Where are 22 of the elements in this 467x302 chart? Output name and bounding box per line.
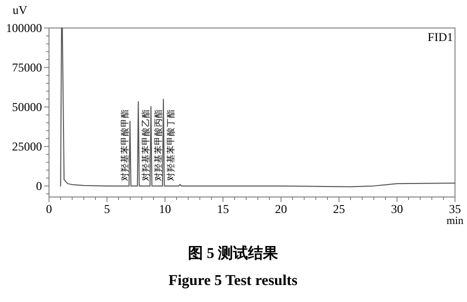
y-tick-label: 25000 [12, 139, 42, 154]
x-tick-label: 0 [46, 202, 52, 216]
y-axis-title: uV [12, 3, 28, 17]
annotation: 对羟基苯甲酸丁酯 [165, 108, 176, 181]
y-tick-label: 100000 [6, 21, 42, 35]
text: 图 5 测试结果 [188, 245, 279, 262]
x-tick-label: 10 [159, 202, 171, 216]
x-tick-label: 35 [449, 202, 461, 216]
x-tick-label: 25 [333, 202, 345, 216]
x-tick-label: 5 [104, 202, 110, 216]
x-tick-label: 15 [217, 202, 229, 216]
text: Figure 5 Test results [168, 273, 298, 289]
y-tick-label: 75000 [12, 60, 42, 74]
y-tick-label: 50000 [12, 100, 42, 114]
annotation: 对羟基苯甲酸乙酯 [140, 108, 150, 181]
y-tick-label: 0 [36, 178, 42, 193]
x-axis-title: min [446, 215, 464, 227]
annotation: 对羟基苯甲酸甲酯 [119, 108, 130, 181]
x-tick-label: 30 [391, 202, 403, 216]
annotation: 对羟基苯甲酸丙酯 [152, 108, 163, 181]
x-tick-label: 20 [275, 202, 287, 216]
annotation: FID1 [428, 30, 453, 44]
